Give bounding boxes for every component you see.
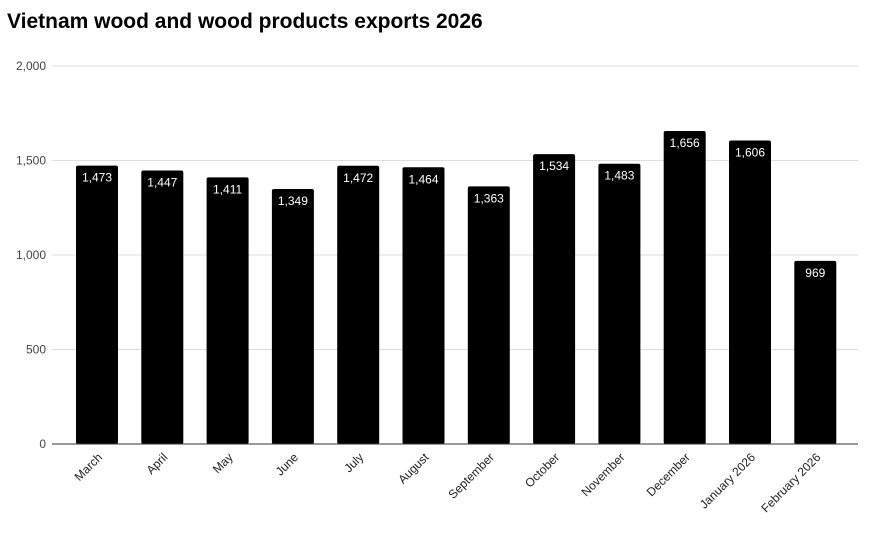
x-tick-label: November [578, 450, 627, 499]
x-tick-label: October [522, 450, 562, 490]
bar [663, 131, 706, 445]
x-tick-label: May [210, 450, 236, 476]
data-label: 1,656 [670, 136, 700, 150]
bar [206, 177, 249, 445]
x-tick-label: June [273, 450, 302, 479]
y-tick-label: 1,000 [16, 248, 46, 262]
x-tick-label: February 2026 [758, 450, 823, 515]
y-tick-label: 0 [39, 437, 46, 451]
data-label: 1,606 [735, 145, 765, 159]
x-tick-label: April [144, 450, 171, 477]
data-label: 1,411 [213, 182, 242, 196]
bar [533, 154, 576, 444]
x-tick-label: March [72, 450, 105, 483]
data-label: 1,473 [82, 171, 112, 185]
data-label: 1,472 [343, 171, 373, 185]
data-label: 1,447 [147, 176, 177, 190]
x-tick-label: August [395, 450, 432, 487]
data-label: 969 [805, 266, 825, 280]
x-tick-label: January 2026 [697, 450, 759, 512]
data-label: 1,534 [539, 159, 569, 173]
y-tick-label: 2,000 [16, 59, 46, 73]
bar [141, 170, 184, 444]
data-label: 1,363 [474, 191, 504, 205]
y-tick-label: 1,500 [16, 154, 46, 168]
bar [467, 186, 510, 444]
x-tick-label: December [644, 450, 693, 499]
bar [402, 167, 445, 444]
y-tick-label: 500 [26, 343, 46, 357]
x-tick-label: September [446, 450, 497, 501]
data-label: 1,349 [278, 194, 308, 208]
bar [271, 189, 314, 444]
chart-title: Vietnam wood and wood products exports 2… [7, 10, 483, 33]
bar [76, 165, 118, 444]
bar [598, 163, 641, 444]
data-label: 1,464 [408, 172, 438, 186]
bar [729, 140, 771, 444]
bar [337, 165, 380, 445]
bar [794, 260, 837, 444]
data-label: 1,483 [604, 169, 634, 183]
x-tick-label: July [341, 450, 366, 475]
